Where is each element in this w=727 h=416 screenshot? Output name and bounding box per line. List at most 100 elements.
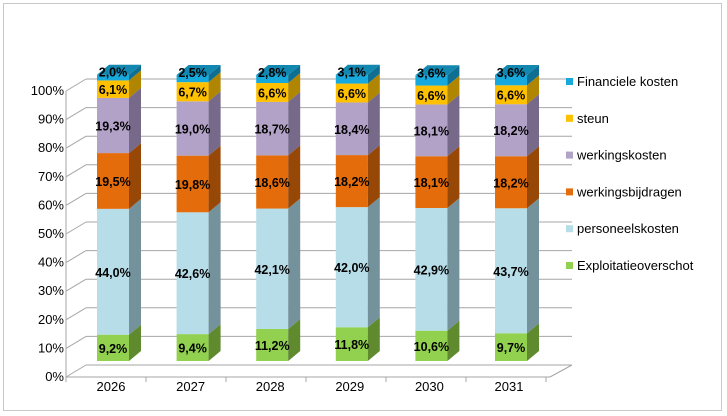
x-tick-label: 2028	[256, 379, 285, 394]
bar-segment-front	[415, 207, 448, 331]
data-label: 11,8%	[334, 338, 369, 352]
bar-segment-front	[97, 74, 129, 81]
data-label: 19,5%	[95, 175, 130, 189]
bar-segment-side	[447, 320, 460, 361]
bar-segment-side	[447, 94, 460, 157]
legend-swatch	[566, 262, 573, 269]
bar-segment-side	[527, 94, 539, 157]
legend-swatch	[566, 78, 573, 85]
data-label: 2,0%	[99, 66, 128, 80]
x-tick-label: 2031	[495, 379, 524, 394]
bar-segment-front	[415, 156, 448, 208]
gridline-side	[65, 250, 87, 264]
data-label: 6,1%	[99, 83, 128, 97]
bar-segment-side	[288, 73, 301, 102]
data-label: 9,4%	[178, 342, 207, 356]
bar-segment-side	[208, 72, 221, 102]
bar-segment-side	[129, 87, 141, 154]
data-label: 18,2%	[334, 175, 369, 189]
data-label: 6,6%	[417, 89, 446, 103]
bar-top-face	[335, 64, 380, 75]
gridline-side	[65, 164, 87, 178]
y-tick-label: 30%	[38, 283, 64, 298]
bar-segment-side	[288, 198, 301, 329]
legend-swatch	[566, 114, 573, 122]
bar-segment-side	[129, 198, 141, 335]
bar-segment-front	[97, 97, 129, 154]
gridline-side	[65, 307, 87, 321]
y-tick-label: 90%	[38, 112, 64, 127]
bar-segment-side	[527, 146, 539, 209]
data-label: 19,8%	[175, 178, 210, 192]
bar-segment-side	[527, 323, 539, 361]
bar-segment-side	[288, 145, 301, 209]
y-tick-label: 70%	[38, 169, 64, 184]
data-label: 19,0%	[175, 122, 210, 136]
bar-segment-front	[415, 330, 448, 361]
legend-swatch	[566, 225, 573, 233]
bar-segment-front	[97, 153, 129, 209]
y-tick-label: 50%	[38, 226, 64, 241]
bar-segment-front	[495, 156, 527, 209]
data-label: 42,1%	[254, 263, 289, 277]
bar-segment-side	[129, 64, 141, 81]
data-label: 6,6%	[258, 86, 287, 100]
bar-segment-side	[527, 75, 539, 105]
bar-segment-front	[97, 80, 129, 98]
gridline-side	[65, 364, 87, 378]
data-label: 10,6%	[414, 340, 449, 354]
bar-segment-front	[176, 212, 209, 335]
data-label: 44,0%	[95, 266, 130, 280]
data-label: 42,9%	[414, 263, 449, 277]
gridline-side	[65, 192, 87, 206]
bar-segment-front	[97, 208, 129, 335]
data-label: 6,6%	[497, 89, 526, 103]
x-tick-label: 2026	[97, 379, 126, 394]
data-label: 18,6%	[254, 176, 289, 190]
bar-top-face	[256, 65, 301, 75]
gridline-side	[65, 278, 87, 292]
bar-segment-side	[447, 146, 460, 208]
floor-right-edge	[549, 364, 573, 378]
bar-segment-front	[415, 85, 448, 105]
data-label: 2,8%	[258, 66, 287, 80]
bar-segment-front	[256, 328, 289, 361]
bar-segment-front	[495, 75, 527, 86]
bar-segment-side	[367, 145, 380, 208]
bar-segment-side	[208, 91, 221, 156]
bar-top-face	[495, 65, 539, 75]
data-label: 43,7%	[493, 265, 528, 279]
bar-segment-front	[97, 334, 129, 361]
bar-segment-side	[367, 197, 380, 328]
legend-label: Exploitatieoverschot	[577, 258, 694, 273]
legend-label: werkingsbijdragen	[576, 184, 682, 199]
bar-segment-front	[176, 101, 209, 156]
data-label: 18,7%	[254, 123, 289, 137]
bar-segment-side	[208, 145, 221, 213]
y-tick-label: 100%	[31, 83, 65, 98]
bar-segment-side	[367, 73, 380, 103]
data-label: 18,2%	[493, 176, 528, 190]
y-tick-label: 20%	[38, 312, 64, 327]
bar-segment-front	[335, 102, 368, 156]
bar-segment-front	[335, 155, 368, 208]
bar-segment-front	[495, 85, 527, 105]
bar-segment-front	[256, 83, 289, 102]
y-tick-label: 0%	[45, 369, 64, 384]
data-label: 18,4%	[334, 123, 369, 137]
data-label: 6,6%	[338, 87, 367, 101]
legend-label: steun	[577, 111, 609, 126]
legend-label: werkingskosten	[576, 148, 667, 163]
data-label: 18,1%	[414, 176, 449, 190]
bar-segment-side	[447, 65, 460, 86]
data-label: 3,6%	[497, 66, 526, 80]
bar-segment-front	[335, 83, 368, 103]
data-label: 18,1%	[414, 124, 449, 138]
x-tick-label: 2030	[415, 379, 444, 394]
bar-segment-front	[176, 75, 209, 83]
bar-segment-side	[367, 317, 380, 361]
data-label: 9,2%	[99, 342, 128, 356]
bar-segment-front	[256, 208, 289, 329]
data-label: 11,2%	[255, 339, 290, 353]
